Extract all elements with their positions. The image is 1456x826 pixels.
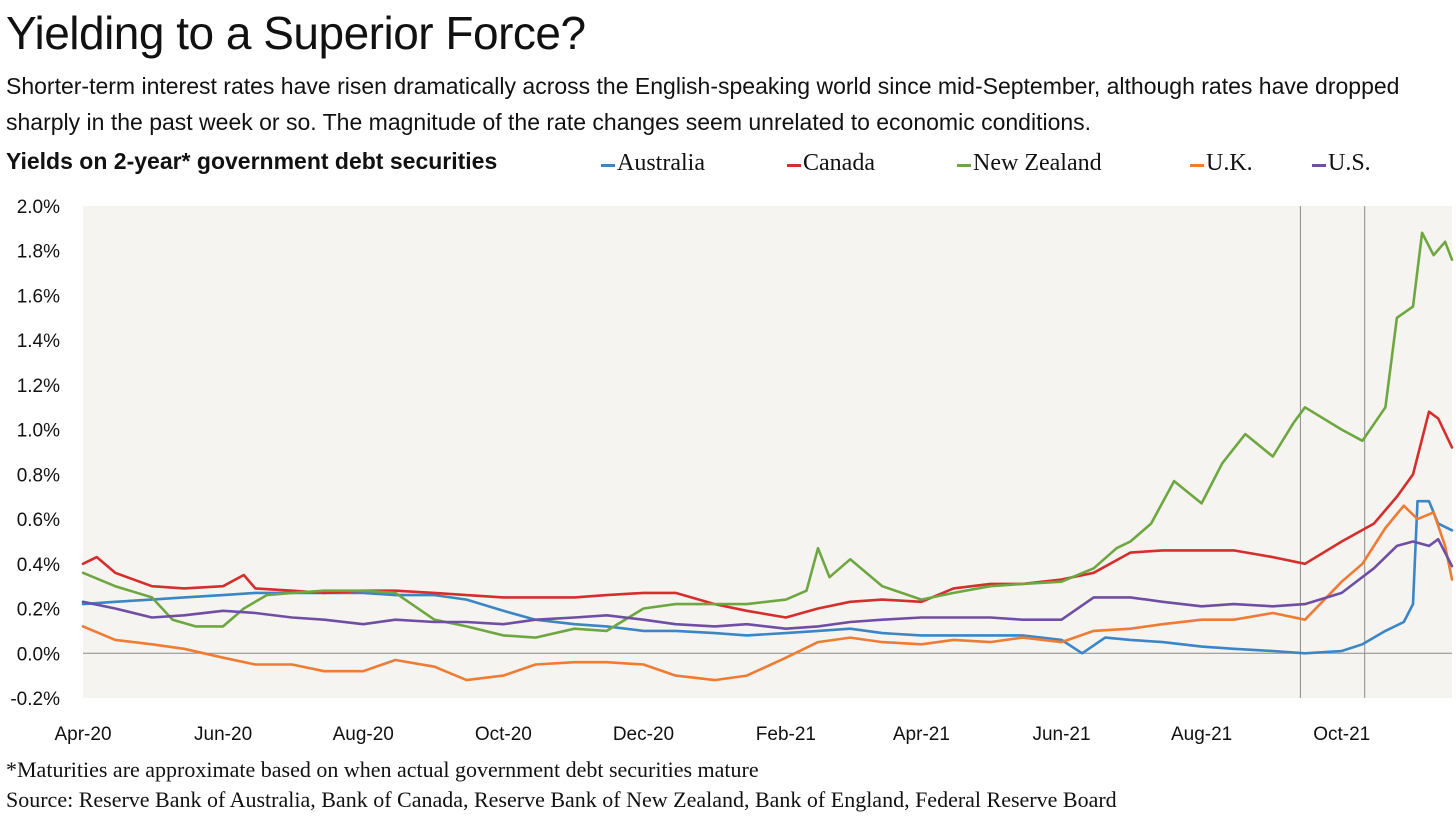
- x-tick-label: Dec-20: [613, 724, 674, 745]
- y-tick-label: 1.8%: [17, 242, 60, 263]
- legend-swatch-us: [1312, 164, 1326, 167]
- series-line-new-zealand: [81, 231, 1454, 639]
- page-title: Yielding to a Superior Force?: [6, 7, 586, 59]
- reference-lines: [1299, 206, 1366, 698]
- series-line-canada: [81, 410, 1454, 619]
- legend-item-uk: U.K.: [1190, 150, 1253, 177]
- x-tick-label: Jun-21: [1032, 724, 1090, 745]
- legend-label-uk: U.K.: [1206, 150, 1253, 176]
- x-tick-label: Aug-21: [1171, 724, 1232, 745]
- series-line-u-s: [81, 537, 1454, 631]
- legend-item-canada: Canada: [787, 150, 875, 177]
- x-tick-label: Oct-21: [1313, 724, 1370, 745]
- legend-label-australia: Australia: [617, 150, 705, 176]
- subtitle: Shorter-term interest rates have risen d…: [6, 73, 1400, 135]
- x-tick-label: Apr-21: [893, 724, 950, 745]
- legend-swatch-canada: [787, 164, 801, 167]
- legend-swatch-uk: [1190, 164, 1204, 167]
- x-tick-label: Apr-20: [54, 724, 111, 745]
- y-tick-label: 1.0%: [17, 421, 60, 442]
- y-tick-label: 0.2%: [17, 600, 60, 621]
- footnote: *Maturities are approximate based on whe…: [6, 757, 759, 782]
- y-tick-label: 1.6%: [17, 286, 60, 307]
- legend-item-australia: Australia: [601, 150, 705, 177]
- line-chart: -0.2% 0.0% 0.2% 0.4% 0.6% 0.8% 1.0% 1.2% 1.4% 1.6…: [10, 197, 1454, 745]
- x-tick-label: Oct-20: [475, 724, 532, 745]
- legend-swatch-australia: [601, 164, 615, 167]
- y-tick-label: 0.6%: [17, 510, 60, 531]
- legend-label-canada: Canada: [803, 150, 875, 176]
- series-lines: [81, 231, 1454, 682]
- legend-item-us: U.S.: [1312, 150, 1371, 177]
- y-axis: -0.2% 0.0% 0.2% 0.4% 0.6% 0.8% 1.0% 1.2% 1.4% 1.6…: [10, 197, 1452, 710]
- series-line-u-k: [81, 504, 1454, 682]
- y-tick-label: 1.4%: [17, 331, 60, 352]
- legend-item-new-zealand: New Zealand: [957, 150, 1102, 177]
- y-tick-label: -0.2%: [10, 689, 60, 710]
- plot-area: [83, 206, 1452, 698]
- x-tick-label: Jun-20: [194, 724, 252, 745]
- y-tick-label: 0.0%: [17, 644, 60, 665]
- source-note: Source: Reserve Bank of Australia, Bank …: [6, 787, 1117, 812]
- legend-swatch-new-zealand: [957, 164, 971, 167]
- x-axis: Apr-20 Jun-20 Aug-20 Oct-20 Dec-20 Feb-21 Apr-…: [54, 724, 1370, 745]
- x-tick-label: Feb-21: [756, 724, 816, 745]
- legend: Australia Canada New Zealand U.K. U.S.: [0, 150, 1456, 180]
- x-tick-label: Aug-20: [333, 724, 394, 745]
- y-tick-label: 2.0%: [17, 197, 60, 218]
- y-tick-label: 0.4%: [17, 555, 60, 576]
- legend-label-new-zealand: New Zealand: [973, 150, 1102, 176]
- legend-label-us: U.S.: [1328, 150, 1371, 176]
- chart-heading: Yields on 2-year* government debt securi…: [6, 148, 498, 174]
- y-tick-label: 1.2%: [17, 376, 60, 397]
- y-tick-label: 0.8%: [17, 465, 60, 486]
